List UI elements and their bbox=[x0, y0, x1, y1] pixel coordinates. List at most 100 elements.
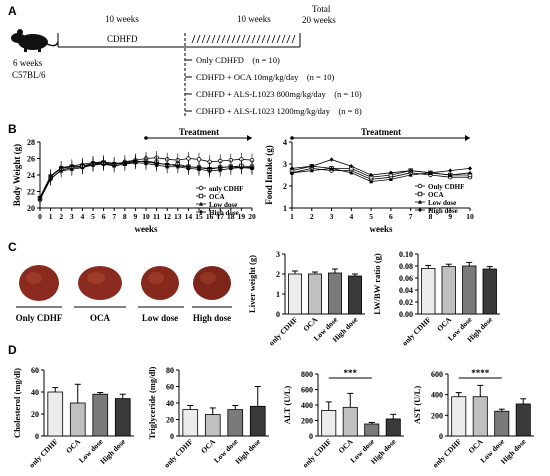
legend-marker-low-dose bbox=[199, 201, 203, 206]
x-tick-label: 12 bbox=[163, 212, 171, 221]
x-tick-label: 15 bbox=[195, 212, 203, 221]
data-point-high-dose bbox=[329, 157, 334, 162]
data-point-only-cdhf bbox=[196, 157, 202, 162]
x-tick-label: 5 bbox=[91, 212, 95, 221]
x-tick-label: 11 bbox=[153, 212, 160, 221]
bar-high-dose bbox=[515, 403, 531, 437]
data-point-only-cdhf bbox=[186, 156, 191, 161]
x-tick-label: 14 bbox=[185, 212, 193, 221]
y-tick-label: 2 bbox=[276, 270, 280, 279]
x-tick-label: 3 bbox=[330, 212, 334, 221]
x-tick-label: 16 bbox=[206, 212, 214, 221]
bar-high-dose bbox=[482, 268, 497, 315]
category-label: OCA bbox=[64, 437, 83, 456]
study-design-diagram: 6 weeks C57BL/6 10 weeks CDHFD 10 weeks … bbox=[11, 4, 362, 118]
legend-label-high-dose: High dose bbox=[209, 209, 239, 217]
legend-marker-oca bbox=[198, 193, 204, 199]
category-label: OCA bbox=[199, 437, 218, 456]
x-tick-label: 5 bbox=[369, 212, 373, 221]
phase1-weeks: 10 weeks bbox=[105, 14, 139, 24]
x-tick-label: 10 bbox=[142, 212, 150, 221]
y-tick-label: 0.08 bbox=[399, 262, 413, 271]
y-tick-label: 28 bbox=[27, 138, 35, 147]
category-label: only CDHF bbox=[301, 437, 334, 470]
y-tick-label: 0 bbox=[35, 432, 39, 441]
liver-image-low-dose bbox=[141, 266, 179, 300]
category-label: only CDHF bbox=[27, 437, 60, 470]
liver-image-only-cdhf bbox=[19, 265, 59, 301]
legend-label-only-cdhf: only CDHF bbox=[209, 185, 243, 193]
category-label: only CDHF bbox=[162, 437, 195, 470]
food-intake-chart: 1 2 3 4 1 2 3 4 5 6 7 8 9 10 Treatment weeks Food Intake… bbox=[264, 128, 474, 234]
y-axis-label: Body Weight (g) bbox=[12, 144, 22, 206]
bar-low-dose bbox=[462, 265, 477, 315]
y-tick-label: 0 bbox=[170, 432, 174, 441]
data-point-low-dose bbox=[468, 170, 472, 175]
category-label: OCA bbox=[467, 437, 486, 456]
category-label: High dose bbox=[98, 437, 127, 466]
data-point-low-dose bbox=[309, 168, 314, 173]
x-tick-label: 6 bbox=[389, 212, 393, 221]
legend-marker-only-cdhf bbox=[417, 183, 423, 189]
x-tick-label: 17 bbox=[216, 212, 224, 221]
y-tick-label: 20 bbox=[31, 410, 39, 419]
data-point-high-dose bbox=[428, 170, 433, 175]
liver-image-oca bbox=[78, 266, 122, 300]
data-point-high-dose bbox=[309, 164, 314, 169]
data-point-low-dose bbox=[329, 166, 334, 170]
data-point-low-dose bbox=[388, 177, 393, 181]
data-point-high-dose bbox=[165, 162, 170, 167]
series-line-high-dose bbox=[291, 159, 471, 176]
y-tick-label: 200 bbox=[431, 411, 443, 420]
bar-oca bbox=[472, 396, 488, 437]
mouse-strain: C57BL/6 bbox=[12, 70, 46, 80]
y-tick-label: 0 bbox=[309, 432, 313, 441]
y-tick-label: 24 bbox=[27, 171, 35, 180]
y-tick-label: 800 bbox=[301, 370, 313, 379]
data-point-high-dose bbox=[349, 164, 354, 169]
phase1-diet: CDHFD bbox=[107, 34, 138, 44]
x-tick-label: 13 bbox=[174, 212, 182, 221]
x-tick-label: 9 bbox=[448, 212, 452, 221]
y-tick-label: 0.10 bbox=[399, 250, 413, 259]
data-point-low-dose bbox=[448, 172, 453, 177]
bar-low-dose bbox=[92, 393, 109, 437]
y-axis-label: AST (U/L) bbox=[412, 386, 422, 425]
y-tick-label: 0.00 bbox=[399, 310, 413, 319]
bar-high-dose bbox=[249, 405, 266, 437]
y-tick-label: 400 bbox=[301, 401, 313, 410]
mouse-age: 6 weeks bbox=[13, 58, 43, 68]
bar-low-dose bbox=[328, 272, 343, 315]
bar-oca bbox=[308, 273, 323, 315]
legend-label-oca: OCA bbox=[428, 191, 444, 199]
x-tick-label: 3 bbox=[70, 212, 74, 221]
category-label: only CDHF bbox=[431, 437, 464, 470]
group-1: Only CDHFD (n = 10) bbox=[196, 55, 280, 65]
legend-label-oca: OCA bbox=[209, 193, 225, 201]
legend-label-low-dose: Low dose bbox=[209, 201, 237, 209]
x-tick-label: 1 bbox=[49, 212, 53, 221]
bar-oca bbox=[69, 402, 86, 437]
mouse-icon bbox=[11, 29, 59, 52]
y-tick-label: 20 bbox=[166, 416, 174, 425]
liver-caption-1: Only CDHF bbox=[16, 313, 63, 323]
data-point-high-dose bbox=[388, 170, 393, 175]
treatment-arrow-start bbox=[144, 136, 148, 140]
phase2-weeks: 10 weeks bbox=[237, 14, 271, 24]
x-axis-label: weeks bbox=[135, 224, 158, 234]
bar-only-cdhf bbox=[182, 409, 199, 437]
data-point-high-dose bbox=[250, 165, 254, 170]
data-point-high-dose bbox=[175, 163, 180, 169]
legend-label-high-dose: High dose bbox=[428, 207, 458, 215]
y-axis-label: Food Intake (g) bbox=[264, 145, 274, 205]
bar-high-dose bbox=[348, 275, 363, 315]
x-tick-label: 4 bbox=[349, 212, 353, 221]
y-tick-label: 22 bbox=[27, 188, 35, 197]
data-point-high-dose bbox=[101, 159, 106, 164]
group-4: CDHFD + ALS-L1023 1200mg/kg/day (n = 8) bbox=[196, 106, 362, 116]
treatment-arrowhead bbox=[247, 135, 252, 141]
